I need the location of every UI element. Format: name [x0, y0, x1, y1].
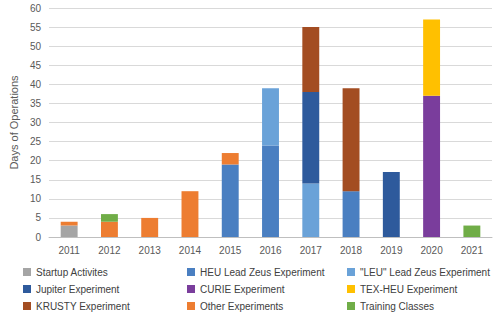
svg-text:60: 60: [30, 3, 42, 14]
svg-text:50: 50: [30, 41, 42, 52]
svg-text:2018: 2018: [340, 245, 363, 256]
svg-text:2014: 2014: [179, 245, 202, 256]
svg-text:25: 25: [30, 136, 42, 147]
svg-text:2019: 2019: [380, 245, 403, 256]
svg-text:5: 5: [35, 212, 41, 223]
svg-text:0: 0: [35, 232, 41, 243]
svg-text:2011: 2011: [58, 245, 80, 256]
svg-text:2013: 2013: [139, 245, 162, 256]
svg-text:Jupiter Experiment: Jupiter Experiment: [36, 284, 120, 295]
svg-text:45: 45: [30, 60, 42, 71]
svg-text:15: 15: [30, 174, 42, 185]
svg-text:2020: 2020: [420, 245, 443, 256]
svg-text:CURIE Experiment: CURIE Experiment: [200, 284, 285, 295]
svg-text:10: 10: [30, 193, 42, 204]
svg-text:55: 55: [30, 22, 42, 33]
svg-text:HEU Lead Zeus Experiment: HEU Lead Zeus Experiment: [200, 267, 325, 278]
svg-text:2012: 2012: [98, 245, 121, 256]
svg-text:KRUSTY Experiment: KRUSTY Experiment: [36, 301, 130, 312]
svg-text:30: 30: [30, 117, 42, 128]
svg-text:2017: 2017: [300, 245, 323, 256]
svg-text:"LEU" Lead Zeus Experiment: "LEU" Lead Zeus Experiment: [360, 267, 490, 278]
svg-text:Days of Operations: Days of Operations: [8, 75, 20, 170]
svg-text:2021: 2021: [461, 245, 484, 256]
svg-text:Other Experiments: Other Experiments: [200, 301, 283, 312]
svg-text:TEX-HEU Experiment: TEX-HEU Experiment: [360, 284, 457, 295]
svg-text:Startup Activites: Startup Activites: [36, 267, 108, 278]
svg-text:20: 20: [30, 155, 42, 166]
svg-text:40: 40: [30, 79, 42, 90]
svg-text:2016: 2016: [259, 245, 282, 256]
svg-text:35: 35: [30, 98, 42, 109]
svg-text:2015: 2015: [219, 245, 242, 256]
svg-text:Training Classes: Training Classes: [360, 301, 434, 312]
